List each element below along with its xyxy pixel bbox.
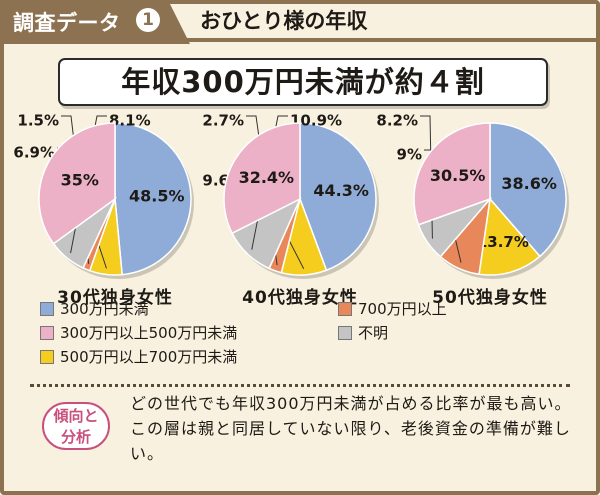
pie-slice	[413, 122, 491, 226]
slice-label: 48.5%	[129, 187, 185, 206]
pie-slice	[223, 122, 301, 235]
legend-item-0: 300万円未満	[40, 298, 149, 319]
slice-label: 35%	[61, 171, 99, 190]
slice-label: 2.7%	[202, 112, 244, 130]
legend-swatch	[40, 325, 54, 340]
slice-label: 30.5%	[430, 166, 486, 185]
pie-slice	[478, 197, 541, 276]
analysis-badge: 傾向と 分析	[42, 402, 110, 450]
legend-swatch	[338, 325, 352, 340]
slice-label: 6.9%	[13, 144, 55, 162]
pie-slice	[38, 122, 116, 245]
pie-caption: 50代独身女性	[432, 287, 548, 308]
section-subtitle: おひとり様の年収	[200, 9, 368, 33]
pie-caption: 40代独身女性	[242, 287, 358, 308]
legend-item-1: 300万円以上500万円未満	[40, 322, 237, 343]
slice-label: 10.9%	[290, 112, 342, 130]
pie-charts: 48.5%6.9%1.5% 8.1%35%30代独身女性44.3%9.6%2.7%…	[13, 112, 569, 308]
slice-label: 9%	[397, 146, 422, 164]
legend-swatch	[338, 301, 352, 316]
header-rule	[176, 38, 596, 42]
slice-label: 8.1%	[109, 112, 151, 130]
legend-label: 300万円未満	[60, 300, 149, 318]
legend-label: 300万円以上500万円未満	[60, 324, 238, 342]
legend-swatch	[40, 301, 54, 316]
pie-slice	[114, 122, 192, 276]
slice-label: 38.6%	[501, 174, 557, 193]
badge-line-1: 傾向と	[53, 407, 99, 425]
badge-line-2: 分析	[60, 428, 91, 446]
dotted-divider	[30, 384, 570, 387]
legend-item-3: 700万円以上	[338, 298, 447, 319]
legend-item-4: 不明	[338, 322, 388, 343]
slice-label: 44.3%	[313, 181, 369, 200]
legend-label: 不明	[358, 324, 389, 342]
chart-headline: 年収300万円未満が約４割	[58, 58, 548, 106]
legend-label: 500万円以上700万円未満	[60, 348, 238, 366]
analysis-text: どの世代でも年収300万円未満が占める比率が最も高い。この層は親と同居していない…	[130, 394, 572, 463]
slice-label: 8.2%	[376, 112, 418, 130]
legend-swatch	[40, 349, 54, 364]
slice-label: 1.5%	[17, 112, 59, 130]
pie-slice	[299, 122, 377, 272]
pie-caption: 30代独身女性	[57, 287, 173, 308]
legend-item-2: 500万円以上700万円未満	[40, 346, 237, 367]
slice-label: 32.4%	[239, 168, 295, 187]
legend-label: 700万円以上	[358, 300, 447, 318]
pie-slice	[489, 122, 567, 258]
tab-title: 調査データ	[13, 11, 121, 35]
slice-label: 13.7%	[477, 233, 529, 251]
tab-number-badge: 1	[136, 8, 160, 32]
